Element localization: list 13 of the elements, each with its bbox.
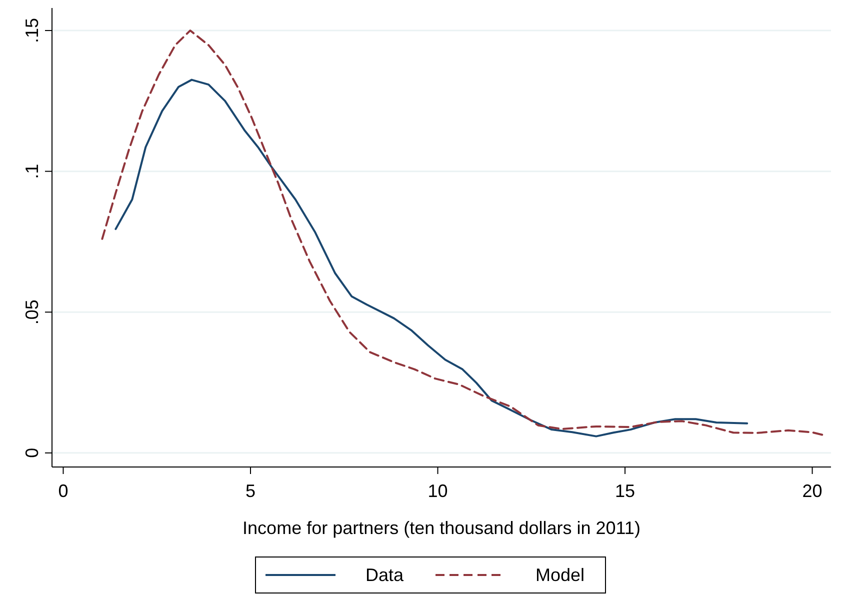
y-tick-label: 0 xyxy=(22,448,42,458)
y-tick-label: .05 xyxy=(22,300,42,325)
line-series xyxy=(114,78,748,438)
x-tick-label: 10 xyxy=(428,481,448,501)
legend-label: Data xyxy=(366,565,405,585)
x-tick-label: 15 xyxy=(615,481,636,501)
x-tick-label: 20 xyxy=(802,481,822,501)
legend-label: Model xyxy=(536,565,585,585)
x-tick-label: 5 xyxy=(245,481,256,501)
y-tick-label: .15 xyxy=(22,18,42,44)
x-axis-title: Income for partners (ten thousand dollars in 2011) xyxy=(242,518,640,538)
x-tick-label: 0 xyxy=(58,481,68,501)
y-tick-label: .1 xyxy=(22,164,42,179)
